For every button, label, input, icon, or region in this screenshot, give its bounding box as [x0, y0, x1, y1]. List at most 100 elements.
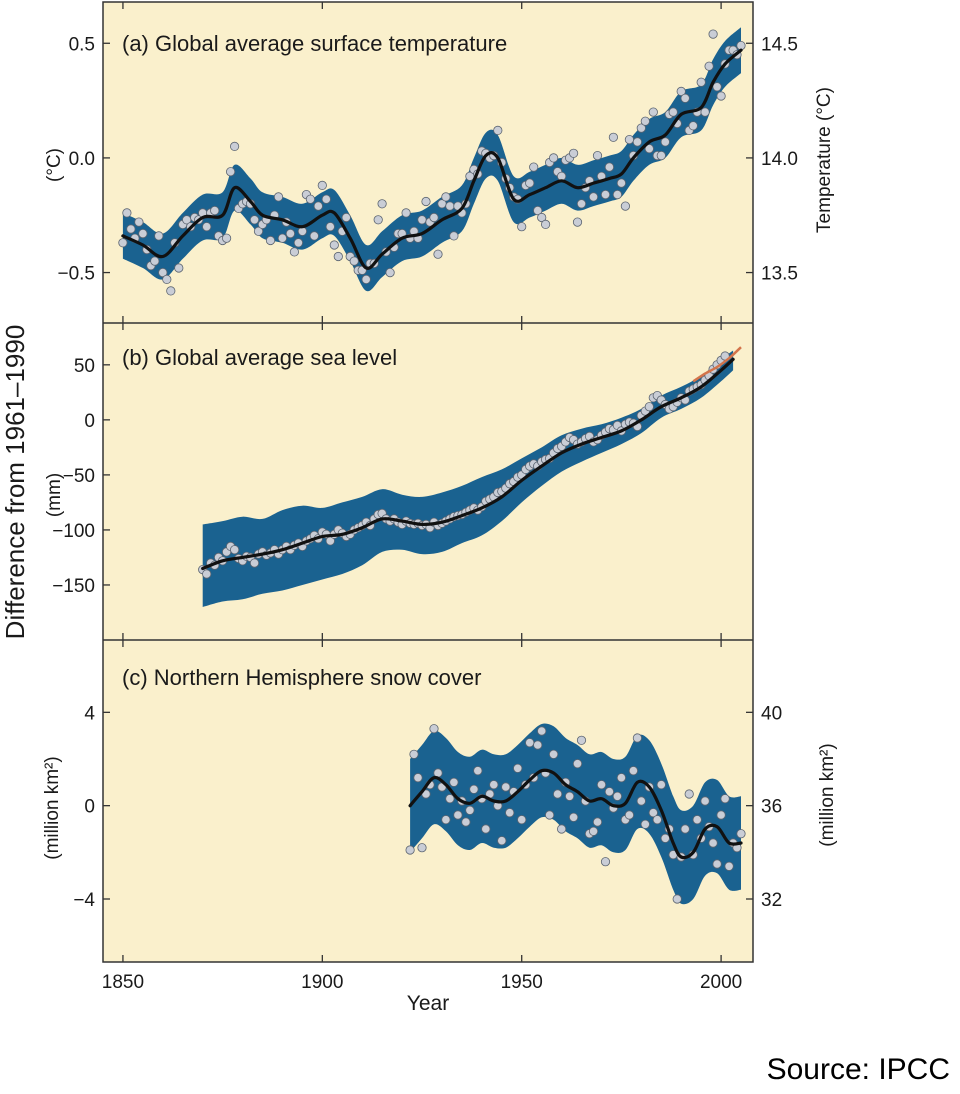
panel-a-data-point — [417, 215, 427, 225]
panel-c-data-point — [517, 815, 527, 825]
panel-c-data-point — [489, 780, 499, 790]
panel-a-data-point — [150, 256, 160, 266]
panel-a-data-point — [285, 229, 295, 239]
panel-b-ytick-label: −100 — [52, 521, 95, 542]
panel-a-data-point — [429, 212, 439, 223]
panel-c-data-point — [544, 810, 555, 820]
panel-a-data-point — [668, 107, 678, 117]
panel-c-data-point — [409, 749, 419, 759]
panel-a-data-point — [736, 40, 746, 51]
panel-a-data-point — [210, 206, 220, 216]
panel-a-ytick-label: −0.5 — [57, 264, 95, 285]
panel-a-data-point — [700, 107, 710, 117]
panel-a-smoothed-line — [121, 48, 743, 270]
panel-a-data-point — [158, 267, 168, 278]
panel-a-data-point — [122, 208, 132, 218]
panel-a-data-point — [568, 148, 579, 158]
panel-a-data-point — [688, 121, 698, 131]
panel-c-data-point — [552, 789, 563, 799]
panel-a-ytick-right-label: 13.5 — [761, 264, 798, 285]
panel-c-data-point — [576, 735, 587, 745]
xtick-label: 1900 — [301, 972, 343, 993]
panel-a-data-point — [572, 217, 583, 227]
panel-a-data-point — [222, 233, 232, 243]
panel-a-data-point — [644, 144, 654, 154]
panel-a-data-point — [401, 208, 411, 218]
panel-a-data-point — [588, 192, 599, 202]
panel-a-ytick-right-label: 14.5 — [761, 34, 798, 55]
panel-c-data-point — [405, 845, 415, 855]
panel-a-data-point — [289, 247, 299, 257]
panel-c-data-point — [624, 810, 635, 820]
panel-c-data-point — [708, 838, 718, 848]
plot-frame — [102, 1, 754, 963]
panel-c-data-point — [648, 808, 658, 818]
panel-c-data-point — [481, 824, 491, 834]
panel-a-ytick-label: 0.0 — [69, 149, 95, 170]
panel-c-title: (c) Northern Hemisphere snow cover — [122, 665, 481, 690]
panel-c-data-point — [564, 791, 575, 801]
panel-b-ytick-label: −150 — [52, 576, 95, 597]
panel-a-data-point — [305, 194, 315, 204]
panel-a-marks — [118, 27, 746, 296]
panel-c-data-point — [505, 808, 515, 818]
panel-b-data-point — [644, 402, 654, 412]
panel-c-data-point — [501, 782, 511, 792]
panel-a-data-point — [493, 125, 503, 135]
panel-a-data-point — [317, 180, 327, 190]
panel-a-data-point — [576, 199, 587, 209]
panel-a-ytick-right-label: 14.0 — [761, 149, 798, 170]
panel-a-data-point — [712, 82, 722, 92]
xaxis-title: Year — [407, 992, 449, 1015]
panel-c-data-point — [632, 733, 643, 743]
panel-a-ytick-label: 0.5 — [69, 34, 95, 55]
panel-a-data-point — [648, 107, 658, 117]
panel-a-data-point — [126, 224, 136, 234]
panel-c-data-point — [417, 843, 427, 853]
panel-b-title: (b) Global average sea level — [122, 345, 397, 370]
panel-b-data-point — [230, 545, 240, 555]
panel-a-data-point — [624, 135, 635, 145]
panel-a-data-point — [377, 199, 387, 209]
panel-c-data-point — [556, 824, 567, 834]
panel-a-data-point — [636, 123, 646, 133]
panel-a-data-point — [708, 29, 718, 39]
panel-a-data-point — [373, 215, 383, 225]
xtick-label: 1950 — [501, 972, 543, 993]
panel-a-data-point — [656, 151, 666, 161]
panel-a-data-point — [325, 222, 335, 232]
panel-b-satellite-line — [692, 346, 742, 383]
panel-c-data-point — [525, 738, 535, 748]
panel-c-ytick-right-label: 36 — [761, 797, 782, 818]
source-credit: Source: IPCC — [766, 1053, 950, 1086]
panel-a-data-point — [341, 212, 351, 223]
panel-c-data-point — [497, 836, 507, 846]
panel-c-data-point — [449, 777, 459, 787]
panel-a-data-point — [134, 217, 144, 227]
panel-c-data-point — [592, 817, 603, 827]
panel-a-data-point — [265, 235, 276, 246]
panel-a-data-point — [293, 238, 303, 248]
panel-c-ylabel-right: (million km²) — [817, 743, 838, 846]
panel-c-data-point — [469, 784, 479, 794]
panel-c-ytick-right-label: 40 — [761, 703, 782, 724]
panel-c-data-point — [604, 787, 615, 797]
panel-c-data-point — [724, 861, 734, 871]
panel-a-data-point — [361, 274, 371, 284]
panel-a-data-point — [349, 256, 359, 266]
panel-c-data-point — [680, 824, 690, 834]
panel-b-ylabel: (mm) — [44, 473, 65, 517]
panel-a-data-point — [716, 91, 726, 101]
panel-a-data-point — [640, 116, 650, 126]
panel-c-data-point — [461, 817, 471, 827]
panel-c-marks — [405, 723, 746, 905]
panel-c-data-point — [672, 894, 682, 904]
panel-c-ytick-label: 4 — [84, 703, 95, 724]
panel-b-data-point — [249, 558, 260, 568]
panel-a-data-point — [704, 61, 714, 71]
panel-b-ytick-label: 50 — [74, 356, 95, 377]
panel-a-data-point — [441, 192, 451, 202]
panel-a-data-point — [517, 222, 527, 232]
panel-c-data-point — [640, 819, 650, 829]
panel-c-data-point — [513, 763, 523, 773]
